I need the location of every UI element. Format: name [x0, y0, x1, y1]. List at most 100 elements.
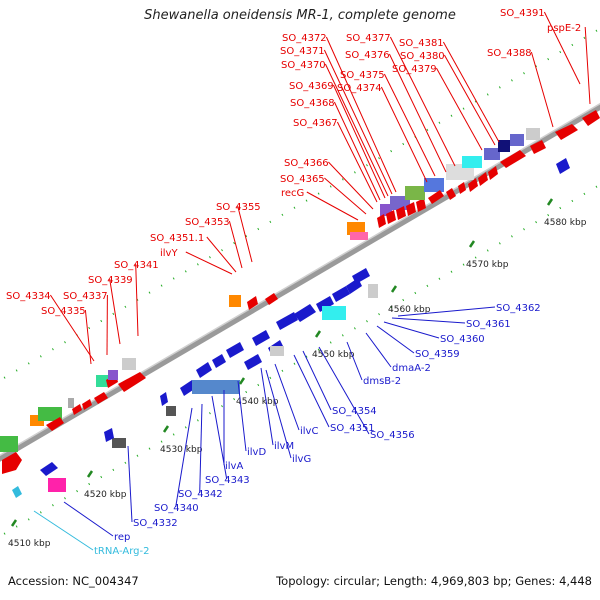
leader-line — [237, 380, 247, 452]
leader-line — [306, 191, 359, 221]
gene-label[interactable]: SO_4377 — [346, 33, 391, 44]
gene-label[interactable]: SO_4367 — [293, 118, 338, 129]
leader-line — [265, 369, 292, 459]
gene-arrow — [458, 182, 466, 194]
gene-label[interactable]: SO_4374 — [337, 83, 382, 94]
gene-arrow — [446, 188, 456, 200]
gene-label[interactable]: SO_4376 — [345, 50, 390, 61]
gene-label[interactable]: SO_4365 — [280, 174, 325, 185]
gene-label[interactable]: recG — [281, 188, 304, 199]
gene-label[interactable]: ilvG — [292, 454, 311, 465]
leader-line — [302, 350, 332, 411]
gene-box — [498, 140, 510, 152]
gene-label[interactable]: SO_4372 — [282, 33, 327, 44]
leader-line — [397, 306, 496, 317]
gene-label[interactable]: SO_4379 — [392, 64, 437, 75]
gene-box — [229, 295, 241, 307]
leader-line — [328, 161, 374, 210]
gene-label[interactable]: SO_4380 — [400, 51, 445, 62]
gene-box — [68, 398, 74, 408]
scale-tick — [314, 330, 322, 338]
scale-tick-label: 4560 kbp — [388, 305, 431, 315]
gene-label[interactable]: SO_4340 — [154, 503, 199, 514]
gene-label[interactable]: rep — [114, 532, 130, 543]
gene-label[interactable]: SO_4354 — [332, 406, 377, 417]
gene-label[interactable]: dmaA-2 — [392, 363, 431, 374]
gene-label[interactable]: SO_4343 — [205, 475, 250, 486]
reverse-genes — [12, 158, 570, 498]
leader-line — [323, 49, 393, 195]
gene-arrow — [247, 296, 258, 310]
gene-label[interactable]: SO_4361 — [466, 319, 511, 330]
gene-box — [368, 284, 378, 298]
gene-label[interactable]: SO_4359 — [415, 349, 460, 360]
gene-label[interactable]: SO_4353 — [185, 217, 230, 228]
gene-label[interactable]: ilvC — [300, 426, 318, 437]
gene-arrow — [416, 198, 426, 212]
gene-box — [30, 415, 44, 426]
gene-label[interactable]: SO_4334 — [6, 291, 51, 302]
gene-label[interactable]: SO_4360 — [440, 334, 485, 345]
gene-label[interactable]: SO_4341 — [114, 260, 159, 271]
gene-label[interactable]: SO_4362 — [496, 303, 541, 314]
gene-arrow — [377, 214, 386, 228]
gene-label[interactable]: SO_4356 — [370, 430, 415, 441]
gene-label[interactable]: SO_4351 — [330, 423, 375, 434]
gene-label[interactable]: ilvY — [160, 248, 178, 259]
gene-label[interactable]: SO_4366 — [284, 158, 329, 169]
gene-label[interactable]: ilvM — [274, 441, 294, 452]
gene-box — [424, 178, 444, 192]
gene-label[interactable]: SO_4371 — [280, 46, 325, 57]
leader-line — [109, 278, 121, 345]
gene-label[interactable]: SO_4351.1 — [150, 233, 204, 244]
gene-box — [96, 375, 110, 387]
gene-arrow — [556, 158, 570, 174]
gene-label[interactable]: ilvA — [225, 461, 243, 472]
gene-label[interactable]: SO_4381 — [399, 38, 444, 49]
gene-box — [166, 406, 176, 416]
gene-label[interactable]: SO_4335 — [41, 306, 86, 317]
leader-line — [380, 86, 428, 183]
gene-box — [122, 358, 136, 370]
gene-label[interactable]: SO_4388 — [487, 48, 532, 59]
scale-tick — [86, 470, 94, 478]
gene-label[interactable]: SO_4369 — [289, 81, 334, 92]
leader-line — [237, 205, 253, 263]
leader-line — [206, 236, 237, 273]
scale-tick-label: 4540 kbp — [236, 397, 279, 407]
gene-label[interactable]: SO_4375 — [340, 70, 385, 81]
gene-box — [462, 156, 482, 168]
gene-label[interactable]: SO_4391 — [500, 8, 545, 19]
gene-label[interactable]: SO_4337 — [63, 291, 108, 302]
gene-arrow — [265, 293, 278, 305]
leader-line — [211, 395, 228, 480]
gene-label[interactable]: SO_4370 — [281, 60, 326, 71]
gene-label[interactable]: tRNA-Arg-2 — [94, 546, 149, 557]
gene-box — [350, 232, 368, 240]
gene-label[interactable]: SO_4332 — [133, 518, 178, 529]
gene-label[interactable]: SO_4342 — [178, 489, 223, 500]
gene-arrow — [40, 462, 58, 476]
gene-box — [0, 436, 18, 452]
gene-label[interactable]: SO_4339 — [88, 275, 133, 286]
leader-line — [135, 263, 139, 337]
gene-label[interactable]: SO_4368 — [290, 98, 335, 109]
scale-tick-label: 4520 kbp — [84, 490, 127, 500]
leader-line — [442, 41, 500, 143]
gene-label[interactable]: SO_4355 — [216, 202, 261, 213]
gene-arrow — [530, 140, 546, 154]
leader-line — [318, 346, 370, 435]
scale-tick — [10, 519, 18, 527]
leader-line — [389, 36, 456, 167]
leader-line — [324, 177, 367, 215]
gene-box — [112, 438, 126, 448]
gene-label[interactable]: ilvD — [247, 447, 266, 458]
leader-line — [293, 354, 330, 428]
gene-arrow — [12, 486, 22, 498]
gene-label[interactable]: pspE-2 — [547, 23, 581, 34]
gene-label[interactable]: dmsB-2 — [363, 376, 401, 387]
leader-line — [325, 36, 397, 193]
